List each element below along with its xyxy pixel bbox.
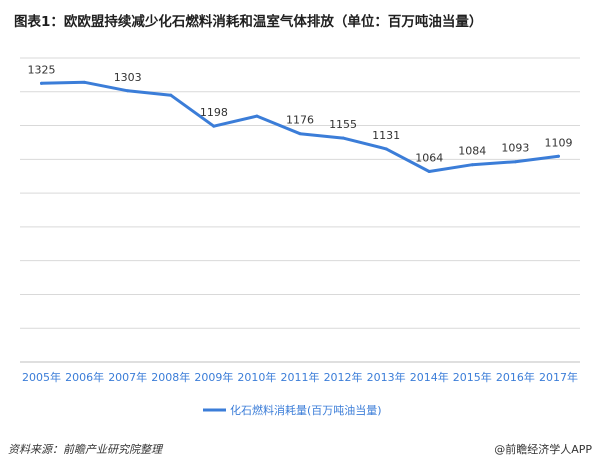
data-point bbox=[384, 147, 388, 151]
x-tick-label: 2005年 bbox=[22, 370, 61, 384]
x-tick-label: 2007年 bbox=[108, 370, 147, 384]
data-label: 1131 bbox=[372, 129, 400, 142]
x-tick-label: 2016年 bbox=[496, 370, 535, 384]
x-tick-label: 2012年 bbox=[324, 370, 363, 384]
x-tick-label: 2010年 bbox=[237, 370, 276, 384]
x-tick-label: 2017年 bbox=[539, 370, 578, 384]
data-point bbox=[126, 89, 130, 93]
x-axis: 2005年 2006年 2007年 2008年 2009年 2010年 2011年 2012年… bbox=[22, 370, 578, 384]
data-label: 1093 bbox=[501, 142, 529, 155]
watermark: @前瞻经济学人APP bbox=[494, 443, 592, 456]
data-point bbox=[255, 114, 259, 118]
x-tick-label: 2009年 bbox=[194, 370, 233, 384]
data-point bbox=[341, 136, 345, 140]
data-point bbox=[513, 160, 517, 164]
series-layer bbox=[40, 80, 560, 173]
x-tick-label: 2015年 bbox=[453, 370, 492, 384]
x-tick-label: 2014年 bbox=[410, 370, 449, 384]
data-label: 1176 bbox=[286, 114, 314, 127]
data-label: 1155 bbox=[329, 118, 357, 131]
x-tick-label: 2011年 bbox=[281, 370, 320, 384]
data-label: 1198 bbox=[200, 106, 228, 119]
data-label: 1084 bbox=[458, 145, 486, 158]
source-note: 资料来源：前瞻产业研究院整理 bbox=[8, 443, 162, 456]
data-point bbox=[169, 93, 173, 97]
data-point bbox=[470, 163, 474, 167]
data-point bbox=[556, 154, 560, 158]
data-point bbox=[212, 124, 216, 128]
data-point bbox=[298, 132, 302, 136]
data-label: 1064 bbox=[415, 151, 443, 164]
data-point bbox=[40, 81, 44, 85]
data-label: 1325 bbox=[28, 63, 56, 76]
chart-title: 图表1：欧欧盟持续减少化石燃料消耗和温室气体排放（单位：百万吨油当量） bbox=[14, 14, 483, 30]
data-labels: 1325 1303 1198 1176 1155 1131 1064 1084 1093 1109 bbox=[28, 63, 573, 164]
x-tick-label: 2006年 bbox=[65, 370, 104, 384]
data-label: 1109 bbox=[544, 136, 572, 149]
legend: 化石燃料消耗量(百万吨油当量) bbox=[203, 403, 382, 417]
gridlines bbox=[20, 57, 580, 363]
x-tick-label: 2008年 bbox=[151, 370, 190, 384]
data-point bbox=[83, 80, 87, 84]
x-tick-label: 2013年 bbox=[367, 370, 406, 384]
legend-label: 化石燃料消耗量(百万吨油当量) bbox=[230, 403, 382, 417]
data-point bbox=[427, 169, 431, 173]
data-label: 1303 bbox=[114, 71, 142, 84]
series-line bbox=[40, 80, 560, 173]
